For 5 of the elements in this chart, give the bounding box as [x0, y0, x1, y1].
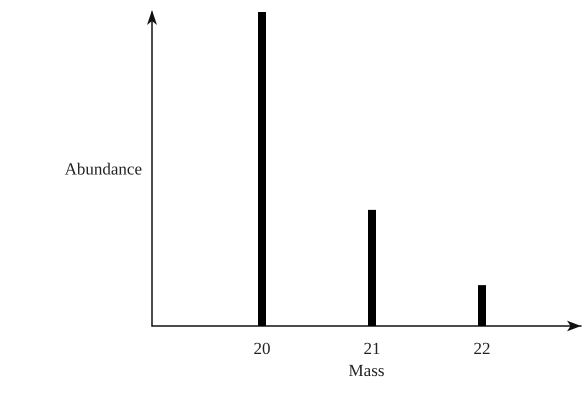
x-axis-title: Mass [348, 360, 384, 380]
x-tick-label: 22 [474, 339, 490, 358]
y-axis-title: Abundance [64, 160, 142, 178]
x-tick-label: 20 [254, 339, 270, 358]
x-tick-label: 21 [364, 339, 380, 358]
